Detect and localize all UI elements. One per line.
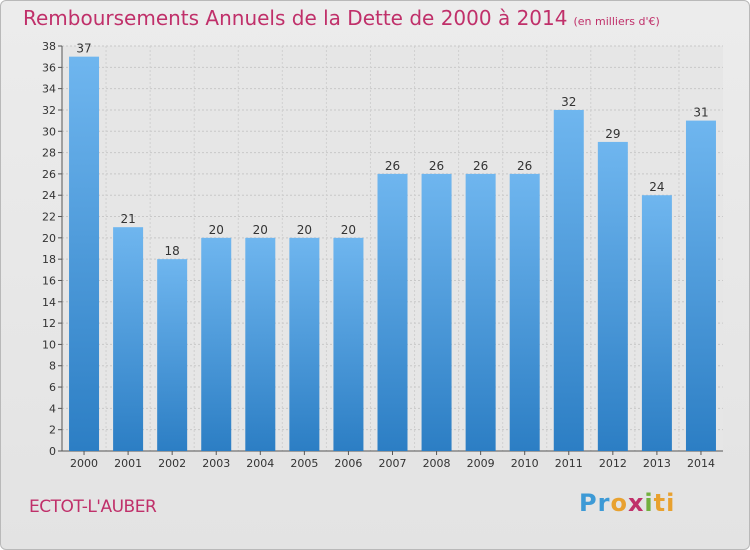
y-tick-label: 6 [49,381,56,394]
y-tick-label: 2 [49,424,56,437]
bar [289,237,320,451]
bar-value-label: 29 [605,127,620,141]
bar-value-label: 20 [209,223,224,237]
bar-value-label: 32 [561,95,576,109]
x-tick-label: 2008 [423,457,451,470]
x-tick-label: 2000 [70,457,98,470]
y-tick-label: 8 [49,360,56,373]
x-tick-label: 2007 [379,457,407,470]
bar [333,237,364,451]
y-tick-label: 28 [42,147,56,160]
bar-value-label: 26 [517,159,532,173]
bar-value-label: 24 [649,180,664,194]
y-tick-label: 0 [49,445,56,458]
commune-name: ECTOT-L'AUBER [29,497,157,517]
y-tick-label: 10 [42,338,56,351]
bar [597,141,628,451]
y-tick-label: 24 [42,189,56,202]
bar [157,259,188,451]
x-tick-label: 2013 [643,457,671,470]
x-tick-label: 2001 [114,457,142,470]
y-tick-label: 22 [42,211,56,224]
x-tick-label: 2004 [246,457,274,470]
bar [69,56,100,451]
x-tick-label: 2011 [555,457,583,470]
x-tick-label: 2009 [467,457,495,470]
bar [245,237,276,451]
x-tick-label: 2010 [511,457,539,470]
y-tick-label: 14 [42,296,56,309]
y-tick-label: 36 [42,61,56,74]
y-tick-label: 32 [42,104,56,117]
logo-part: ti [653,489,676,517]
bar-value-label: 20 [297,223,312,237]
bar-value-label: 31 [693,106,708,120]
logo-part: Pr [579,489,611,517]
x-tick-label: 2003 [202,457,230,470]
chart-title: Remboursements Annuels de la Dette de 20… [23,6,660,30]
logo-part: x [627,489,645,517]
logo-part: o [610,489,628,517]
bar [509,173,540,452]
bar-value-label: 21 [120,212,135,226]
x-tick-label: 2012 [599,457,627,470]
y-tick-label: 38 [42,40,56,53]
x-tick-label: 2006 [334,457,362,470]
bar-value-label: 20 [341,223,356,237]
bar [553,109,584,452]
logo-part: i [644,489,654,517]
y-tick-label: 30 [42,125,56,138]
bar-value-label: 37 [76,42,91,56]
proxiti-logo: Proxiti [579,489,675,517]
bar-value-label: 26 [429,159,444,173]
bar [465,173,496,452]
y-tick-label: 18 [42,253,56,266]
bar [377,173,408,452]
bar [201,237,232,451]
y-tick-label: 16 [42,274,56,287]
y-tick-label: 4 [49,402,56,415]
x-tick-label: 2005 [290,457,318,470]
bar-value-label: 20 [253,223,268,237]
bar [685,120,716,452]
bar [113,227,144,451]
y-tick-label: 12 [42,317,56,330]
bar-value-label: 18 [165,244,180,258]
bar-value-label: 26 [473,159,488,173]
x-tick-label: 2002 [158,457,186,470]
bar [421,173,452,452]
x-tick-label: 2014 [687,457,715,470]
bar-value-label: 26 [385,159,400,173]
bar [641,195,672,451]
y-tick-label: 34 [42,83,56,96]
y-tick-label: 20 [42,232,56,245]
chart-title-unit: (en milliers d'€) [573,15,660,28]
chart-title-text: Remboursements Annuels de la Dette de 20… [23,6,568,30]
y-tick-label: 26 [42,168,56,181]
